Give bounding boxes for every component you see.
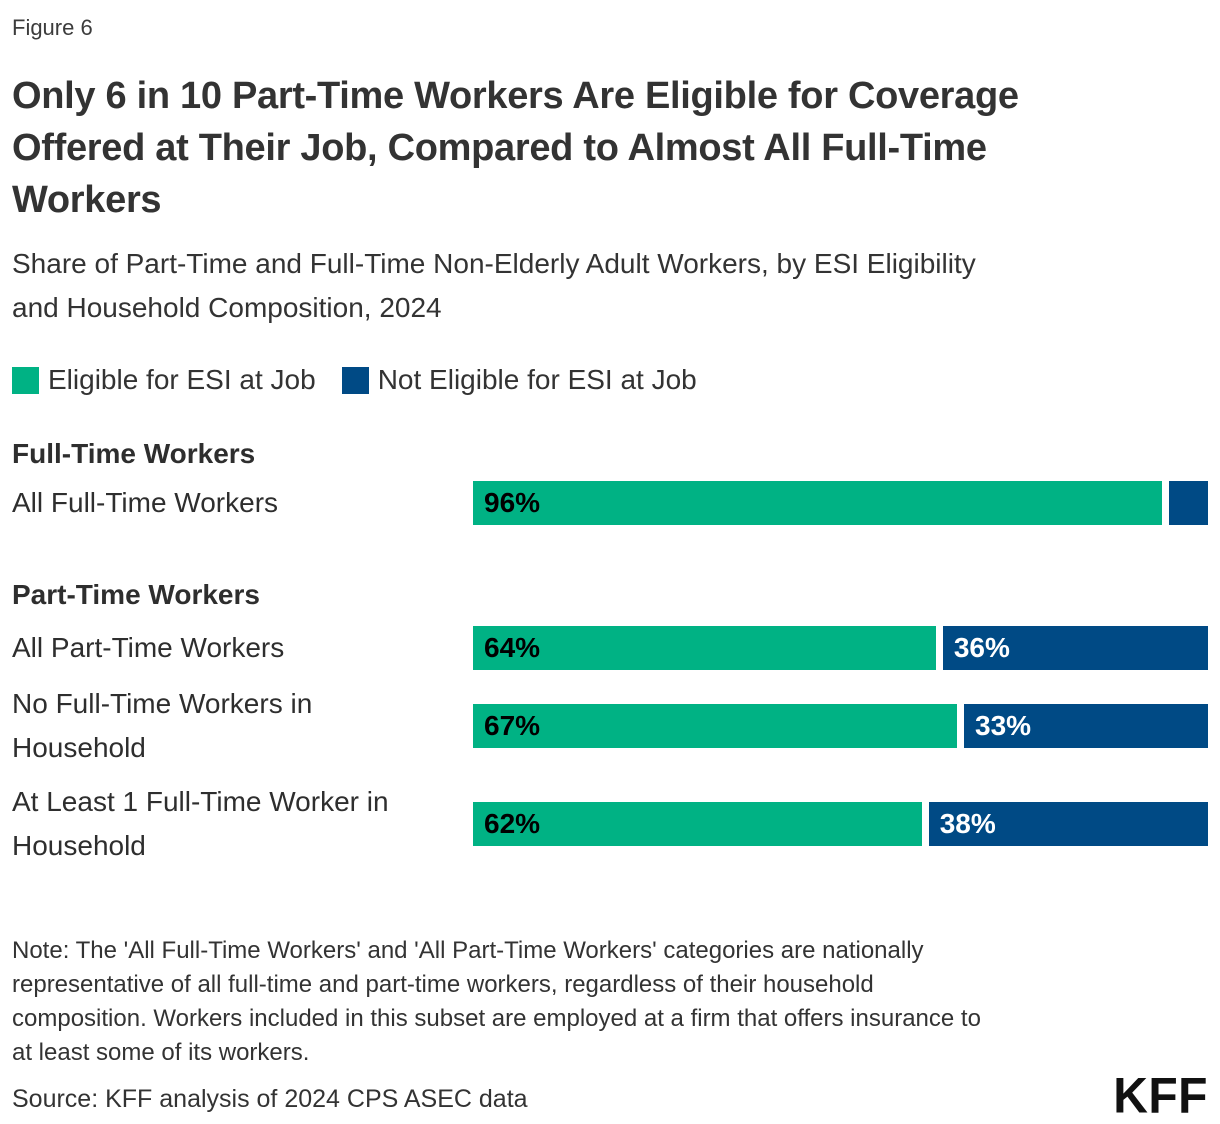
bar-segment-not-eligible: 33% [964,704,1208,748]
bar-value-label: 38% [939,808,996,839]
section-header-part-time: Part-Time Workers [12,579,260,610]
kff-logo: KFF [1113,1068,1208,1124]
figure-label: Figure 6 [12,15,93,40]
chart-title-line-2: Offered at Their Job, Compared to Almost… [12,127,987,169]
chart-note-line-2: representative of all full-time and part… [12,971,874,998]
chart-note: Note: The 'All Full-Time Workers' and 'A… [12,934,1208,1070]
chart-note-line-1: Note: The 'All Full-Time Workers' and 'A… [12,937,924,964]
bar-segment-eligible: 62% [473,802,922,846]
row-label-at-least-1-full-time-in-household: At Least 1 Full-Time Worker in Household [12,786,389,861]
bar-value-label: 33% [975,710,1032,741]
legend-label-eligible: Eligible for ESI at Job [48,364,316,395]
chart-subtitle-line-2: and Household Composition, 2024 [12,292,442,323]
legend-swatch-not-eligible-icon [341,366,369,394]
bar-value-label: 67% [484,710,541,741]
bar-segment-not-eligible: 38% [928,802,1208,846]
bar-track-all-full-time: 96% [473,481,1208,525]
chart-row-all-full-time: All Full-Time Workers 96% [12,481,1208,525]
bar-value-label: 96% [484,487,541,518]
legend-item-eligible: Eligible for ESI at Job [12,364,316,396]
bar-value-label: 64% [484,632,541,663]
row-label-all-full-time: All Full-Time Workers [12,487,279,518]
chart-legend: Eligible for ESI at Job Not Eligible for… [12,364,1208,396]
bar-track-at-least-1-full-time-in-household: 62% 38% [473,802,1208,846]
chart-title: Only 6 in 10 Part-Time Workers Are Eligi… [12,70,1208,226]
bar-segment-not-eligible [1168,481,1208,525]
bar-segment-not-eligible: 36% [942,626,1208,670]
row-label-no-full-time-in-household: No Full-Time Workers in Household [12,688,313,763]
chart-title-line-1: Only 6 in 10 Part-Time Workers Are Eligi… [12,75,1019,117]
chart-row-all-part-time: All Part-Time Workers 64% 36% [12,626,1208,670]
bar-value-label: 36% [953,632,1010,663]
bar-segment-eligible: 67% [473,704,958,748]
legend-item-not-eligible: Not Eligible for ESI at Job [341,364,697,396]
chart-row-no-full-time-in-household: No Full-Time Workers in Household 67% 33… [12,682,1208,770]
chart-footer: Source: KFF analysis of 2024 CPS ASEC da… [12,1068,1208,1124]
legend-label-not-eligible: Not Eligible for ESI at Job [377,364,697,395]
chart-title-line-3: Workers [12,179,162,221]
chart-note-line-4: at least some of its workers. [12,1039,310,1066]
legend-swatch-eligible-icon [12,366,39,394]
chart-row-at-least-1-full-time-in-household: At Least 1 Full-Time Worker in Household… [12,780,1208,868]
bar-segment-eligible: 64% [473,626,936,670]
chart-note-line-3: composition. Workers included in this su… [12,1005,981,1032]
row-label-all-part-time: All Part-Time Workers [12,632,285,663]
chart-subtitle-line-1: Share of Part-Time and Full-Time Non-Eld… [12,248,976,279]
chart-subtitle: Share of Part-Time and Full-Time Non-Eld… [12,242,1208,330]
section-header-full-time: Full-Time Workers [12,438,256,469]
bar-segment-eligible: 96% [473,481,1162,525]
bar-track-all-part-time: 64% 36% [473,626,1208,670]
bar-track-no-full-time-in-household: 67% 33% [473,704,1208,748]
bar-value-label: 62% [484,808,541,839]
source-text: Source: KFF analysis of 2024 CPS ASEC da… [12,1085,528,1113]
